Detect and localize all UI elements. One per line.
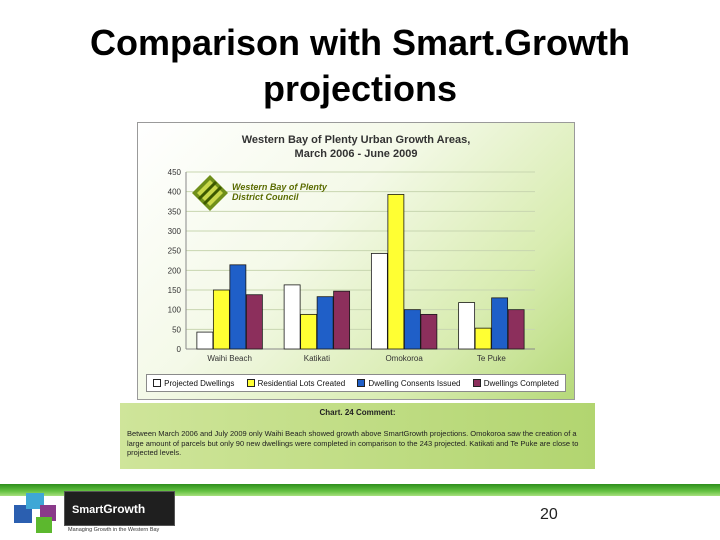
legend-swatch-consents [357, 379, 366, 387]
legend-swatch-completed [472, 379, 481, 387]
bar-te-puke-3 [507, 309, 525, 350]
x-tick-label-3: Te Puke [477, 354, 506, 363]
x-tick-label-2: Omokoroa [385, 354, 423, 363]
bar-katikati-3 [333, 290, 351, 350]
y-tick-label-150: 150 [168, 286, 182, 295]
smartgrowth-wordmark-text: SmartGrowth [72, 502, 145, 516]
slide-title-line1: Comparison with Smart.Growth [89, 22, 631, 63]
brand-light: Smart [72, 504, 104, 516]
bar-te-puke-0 [458, 302, 476, 350]
slide-title: Comparison with Smart.Growth projections [0, 20, 720, 112]
bar-omokoroa-3 [420, 313, 438, 350]
y-tick-label-50: 50 [172, 325, 181, 334]
bar-katikati-1 [300, 313, 318, 350]
council-logo-line1: Western Bay of Plenty [232, 182, 327, 192]
y-tick-label-200: 200 [168, 266, 182, 275]
y-tick-label-100: 100 [168, 306, 182, 315]
y-tick-label-350: 350 [168, 207, 182, 216]
chart-frame: Western Bay of Plenty Urban Growth Areas… [137, 122, 575, 400]
legend-label-lots: Residential Lots Created [257, 378, 346, 388]
chart-comment-box: Chart. 24 Comment: Between March 2006 an… [120, 403, 595, 469]
legend-swatch-lots [246, 379, 255, 387]
y-tick-label-0: 0 [177, 345, 182, 354]
legend-label-consents: Dwelling Consents Issued [368, 378, 461, 388]
bar-waihi-beach-2 [229, 264, 247, 350]
chart-title-line2: March 2006 - June 2009 [294, 148, 418, 160]
smartgrowth-logo: SmartGrowth Managing Growth in the Weste… [10, 491, 175, 537]
legend-swatch-projected [153, 379, 162, 387]
slide-title-line2: projections [262, 68, 458, 109]
chart-title-line1: Western Bay of Plenty Urban Growth Areas… [241, 134, 471, 146]
legend-item-completed: Dwellings Completed [472, 378, 559, 388]
chart-legend: Projected Dwellings Residential Lots Cre… [146, 374, 566, 392]
legend-item-projected: Projected Dwellings [153, 379, 234, 388]
bar-waihi-beach-1 [212, 289, 230, 350]
y-tick-label-400: 400 [168, 188, 182, 197]
bar-katikati-0 [283, 284, 301, 350]
chart-title: Western Bay of Plenty Urban Growth Areas… [138, 133, 574, 161]
legend-item-lots: Residential Lots Created [246, 378, 346, 388]
x-tick-label-1: Katikati [304, 354, 330, 363]
y-tick-label-300: 300 [168, 227, 182, 236]
bar-waihi-beach-3 [245, 294, 263, 350]
bar-waihi-beach-0 [196, 331, 214, 350]
chart-comment-text: Between March 2006 and July 2009 only Wa… [127, 429, 579, 457]
x-tick-label-0: Waihi Beach [207, 354, 252, 363]
bar-chart: 0 50 100 150 200 250 300 350 400 450 Waihi Beach Ka… [168, 168, 535, 363]
legend-label-projected: Projected Dwellings [164, 378, 235, 388]
footer-bar [0, 484, 720, 496]
smartgrowth-wordmark: SmartGrowth [64, 491, 175, 526]
chart-comment-title: Chart. 24 Comment: [319, 408, 396, 417]
council-logo-text: Western Bay of Plenty District Council [232, 182, 327, 202]
bar-te-puke-1 [474, 327, 492, 350]
page-number: 20 [540, 506, 558, 523]
y-tick-label-450: 450 [168, 168, 182, 177]
smartgrowth-tagline: Managing Growth in the Western Bay [68, 527, 160, 533]
y-tick-label-250: 250 [168, 247, 182, 256]
bar-omokoroa-2 [403, 309, 421, 350]
bar-omokoroa-1 [387, 194, 405, 350]
council-logo-line2: District Council [232, 192, 299, 202]
legend-item-consents: Dwelling Consents Issued [357, 379, 460, 388]
bar-te-puke-2 [491, 297, 509, 350]
smartgrowth-cubes-icon [14, 493, 56, 533]
brand-bold: Growth [103, 502, 146, 516]
legend-label-completed: Dwellings Completed [483, 378, 559, 388]
bar-omokoroa-0 [370, 253, 388, 350]
bar-katikati-2 [316, 296, 334, 350]
council-logo-icon [192, 175, 228, 211]
